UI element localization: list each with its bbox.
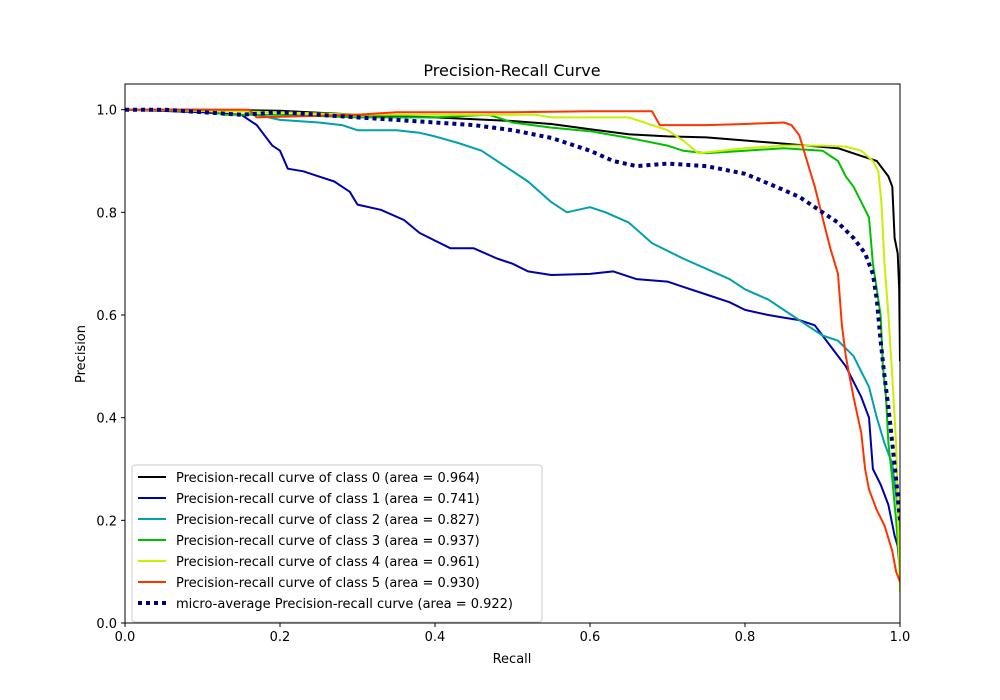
- chart-title: Precision-Recall Curve: [423, 61, 600, 80]
- legend-label: Precision-recall curve of class 1 (area …: [176, 492, 480, 507]
- y-tick-label: 1.0: [96, 104, 117, 119]
- y-tick-label: 0.2: [96, 514, 117, 529]
- plot-area: [124, 83, 901, 624]
- legend-label: Precision-recall curve of class 3 (area …: [176, 534, 480, 549]
- x-tick-label: 1.0: [890, 630, 911, 645]
- x-axis-label: Recall: [493, 652, 532, 667]
- x-tick-label: 0.4: [425, 630, 446, 645]
- y-axis: 0.0 0.2 0.4 0.6 0.8 1.0: [96, 104, 125, 632]
- series-line-6: [125, 107, 900, 521]
- legend-label: Precision-recall curve of class 0 (area …: [176, 471, 480, 486]
- y-tick-label: 0.4: [96, 412, 117, 427]
- series-line-2: [125, 108, 900, 531]
- series-line-5: [125, 108, 900, 583]
- legend-label: micro-average Precision-recall curve (ar…: [176, 597, 513, 612]
- series-line-4: [125, 108, 900, 593]
- legend-box: [131, 464, 543, 623]
- x-tick-label: 0.6: [580, 630, 601, 645]
- x-tick-label: 0.0: [115, 630, 136, 645]
- x-tick-label: 0.2: [270, 630, 291, 645]
- series-layer: [125, 107, 900, 593]
- legend-label: Precision-recall curve of class 2 (area …: [176, 513, 480, 528]
- y-tick-label: 0.0: [96, 617, 117, 632]
- x-axis: 0.0 0.2 0.4 0.6 0.8 1.0: [115, 623, 911, 645]
- y-tick-label: 0.8: [96, 206, 117, 221]
- x-tick-label: 0.8: [735, 630, 756, 645]
- y-tick-label: 0.6: [96, 309, 117, 324]
- legend-label: Precision-recall curve of class 5 (area …: [176, 576, 480, 591]
- plot-frame: [124, 83, 901, 624]
- series-line-1: [125, 108, 900, 572]
- y-axis-label: Precision: [74, 325, 89, 383]
- legend-label: Precision-recall curve of class 4 (area …: [176, 555, 480, 570]
- legend: Precision-recall curve of class 0 (area …: [131, 464, 543, 623]
